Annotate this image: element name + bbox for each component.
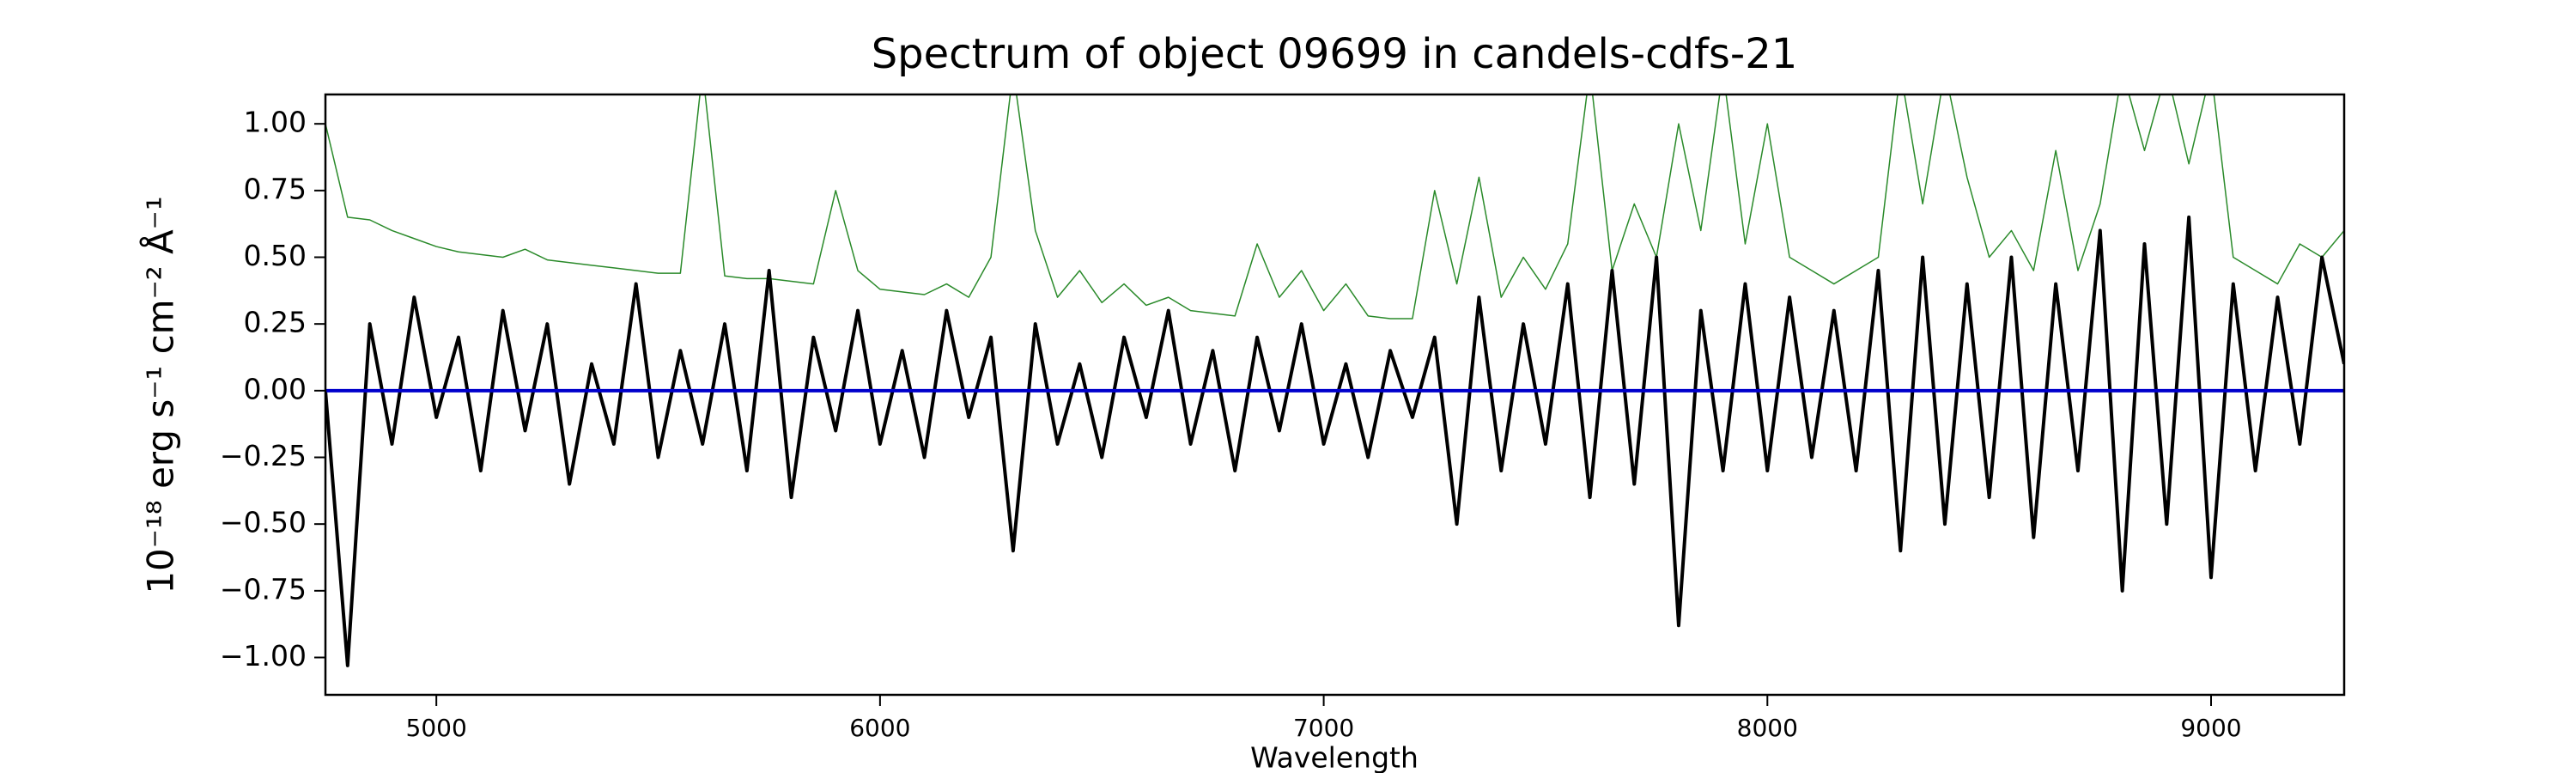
y-tick-label: 0.25 bbox=[244, 306, 307, 339]
x-tick-label: 5000 bbox=[406, 714, 467, 742]
y-tick-label: −0.75 bbox=[220, 572, 307, 606]
y-tick-label: −0.25 bbox=[220, 439, 307, 472]
x-tick-label: 6000 bbox=[849, 714, 910, 742]
y-tick-label: −0.50 bbox=[220, 506, 307, 539]
plot-area bbox=[325, 94, 2344, 667]
spectrum-line bbox=[325, 94, 2344, 320]
y-tick-label: 0.75 bbox=[244, 172, 307, 205]
spectrum-line bbox=[325, 215, 2344, 667]
chart-title: Spectrum of object 09699 in candels-cdfs… bbox=[872, 30, 1798, 78]
x-tick-label: 7000 bbox=[1293, 714, 1354, 742]
y-tick-label: 0.00 bbox=[244, 372, 307, 405]
y-tick-label: −1.00 bbox=[220, 639, 307, 673]
x-tick-label: 9000 bbox=[2180, 714, 2241, 742]
plot-frame bbox=[324, 93, 2346, 697]
y-axis-label: 10⁻¹⁸ erg s⁻¹ cm⁻² Å⁻¹ bbox=[139, 196, 182, 593]
x-tick-label: 8000 bbox=[1737, 714, 1798, 742]
y-tick-label: 1.00 bbox=[244, 106, 307, 139]
x-axis-label: Wavelength bbox=[1250, 741, 1419, 773]
y-tick-label: 0.50 bbox=[244, 239, 307, 272]
